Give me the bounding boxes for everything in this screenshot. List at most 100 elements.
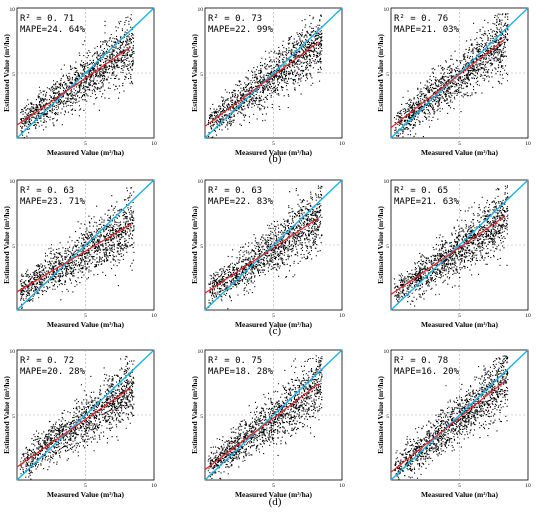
x-axis-label: Measured Value (m³/ha)	[235, 320, 313, 329]
mape-label: MAPE=21. 63%	[394, 197, 460, 207]
y-tick-label: 10	[384, 7, 390, 13]
mape-label: MAPE=18. 28%	[208, 367, 274, 377]
x-tick-label: 5	[84, 141, 87, 147]
one-to-one-line	[16, 179, 155, 311]
x-tick-label: 10	[339, 483, 345, 489]
r-squared-label: R² = 0. 75	[208, 356, 262, 366]
mape-label: MAPE=23. 71%	[20, 197, 86, 207]
mape-label: MAPE=22. 83%	[208, 197, 274, 207]
scatter-points	[207, 355, 323, 480]
y-axis-label: Estimated Value (m³/ha)	[190, 206, 199, 284]
y-tick-label: 10	[10, 179, 16, 185]
x-tick-label: 10	[339, 313, 345, 319]
scatter-points	[208, 185, 323, 310]
x-tick-label: 5	[272, 483, 275, 489]
y-tick-label: 5	[12, 72, 15, 78]
one-to-one-line	[16, 349, 155, 481]
x-tick-label: 10	[151, 483, 157, 489]
x-tick-label: 5	[272, 141, 275, 147]
fit-line	[204, 41, 320, 127]
y-tick-label: 10	[198, 7, 204, 13]
one-to-one-line	[204, 7, 343, 139]
fit-line	[16, 46, 132, 126]
x-tick-label: 10	[525, 313, 531, 319]
y-axis-label: Estimated Value (m³/ha)	[190, 376, 199, 454]
y-tick-label: 10	[198, 179, 204, 185]
y-axis-label: Estimated Value (m³/ha)	[376, 34, 385, 112]
y-axis-label: Estimated Value (m³/ha)	[2, 34, 11, 112]
fit-line	[204, 383, 320, 471]
mape-label: MAPE=16. 20%	[394, 367, 460, 377]
x-tick-label: 5	[84, 313, 87, 319]
y-tick-label: 10	[10, 349, 16, 355]
y-axis-label: Estimated Value (m³/ha)	[376, 206, 385, 284]
row-label-d: (d)	[268, 496, 282, 508]
y-tick-label: 5	[12, 244, 15, 250]
fit-line	[390, 380, 506, 473]
y-tick-label: 5	[386, 414, 389, 420]
row-label-b: (b)	[268, 153, 282, 165]
scatter-points	[20, 14, 135, 139]
x-tick-label: 10	[151, 313, 157, 319]
x-axis-label: Measured Value (m³/ha)	[47, 148, 125, 157]
y-tick-label: 5	[200, 72, 203, 78]
x-axis-label: Measured Value (m³/ha)	[421, 490, 499, 499]
one-to-one-line	[204, 349, 343, 481]
one-to-one-line	[390, 349, 529, 481]
x-tick-label: 5	[84, 483, 87, 489]
y-tick-label: 10	[384, 349, 390, 355]
y-tick-label: 10	[10, 7, 16, 13]
mape-label: MAPE=20. 28%	[20, 367, 86, 377]
y-tick-label: 5	[386, 244, 389, 250]
x-tick-label: 5	[458, 483, 461, 489]
fit-line	[16, 223, 132, 293]
y-tick-label: 5	[12, 414, 15, 420]
r-squared-label: R² = 0. 63	[20, 186, 74, 196]
r-squared-label: R² = 0. 65	[394, 186, 448, 196]
y-tick-label: 5	[200, 244, 203, 250]
x-axis-label: Measured Value (m³/ha)	[235, 490, 313, 499]
x-tick-label: 5	[458, 141, 461, 147]
x-tick-label: 10	[525, 483, 531, 489]
y-tick-label: 5	[200, 414, 203, 420]
one-to-one-line	[16, 7, 155, 139]
r-squared-label: R² = 0. 73	[208, 14, 262, 24]
x-axis-label: Measured Value (m³/ha)	[47, 320, 125, 329]
x-axis-label: Measured Value (m³/ha)	[421, 320, 499, 329]
y-axis-label: Estimated Value (m³/ha)	[2, 206, 11, 284]
r-squared-label: R² = 0. 63	[208, 186, 262, 196]
scatter-points	[393, 13, 509, 138]
fit-line	[16, 387, 132, 468]
y-tick-label: 5	[386, 72, 389, 78]
y-axis-label: Estimated Value (m³/ha)	[190, 34, 199, 112]
scatter-points	[207, 14, 323, 139]
r-squared-label: R² = 0. 71	[20, 14, 74, 24]
one-to-one-line	[390, 179, 529, 311]
mape-label: MAPE=24. 64%	[20, 25, 86, 35]
x-axis-label: Measured Value (m³/ha)	[235, 148, 313, 157]
scatter-points	[19, 187, 135, 309]
fit-line	[204, 217, 320, 294]
x-tick-label: 5	[458, 313, 461, 319]
y-axis-label: Estimated Value (m³/ha)	[376, 376, 385, 454]
r-squared-label: R² = 0. 78	[394, 356, 448, 366]
r-squared-label: R² = 0. 76	[394, 14, 448, 24]
mape-label: MAPE=21. 03%	[394, 25, 460, 35]
x-tick-label: 10	[151, 141, 157, 147]
r-squared-label: R² = 0. 72	[20, 356, 74, 366]
x-tick-label: 10	[339, 141, 345, 147]
x-tick-label: 5	[272, 313, 275, 319]
y-axis-label: Estimated Value (m³/ha)	[2, 376, 11, 454]
y-tick-label: 10	[198, 349, 204, 355]
one-to-one-line	[204, 179, 343, 311]
